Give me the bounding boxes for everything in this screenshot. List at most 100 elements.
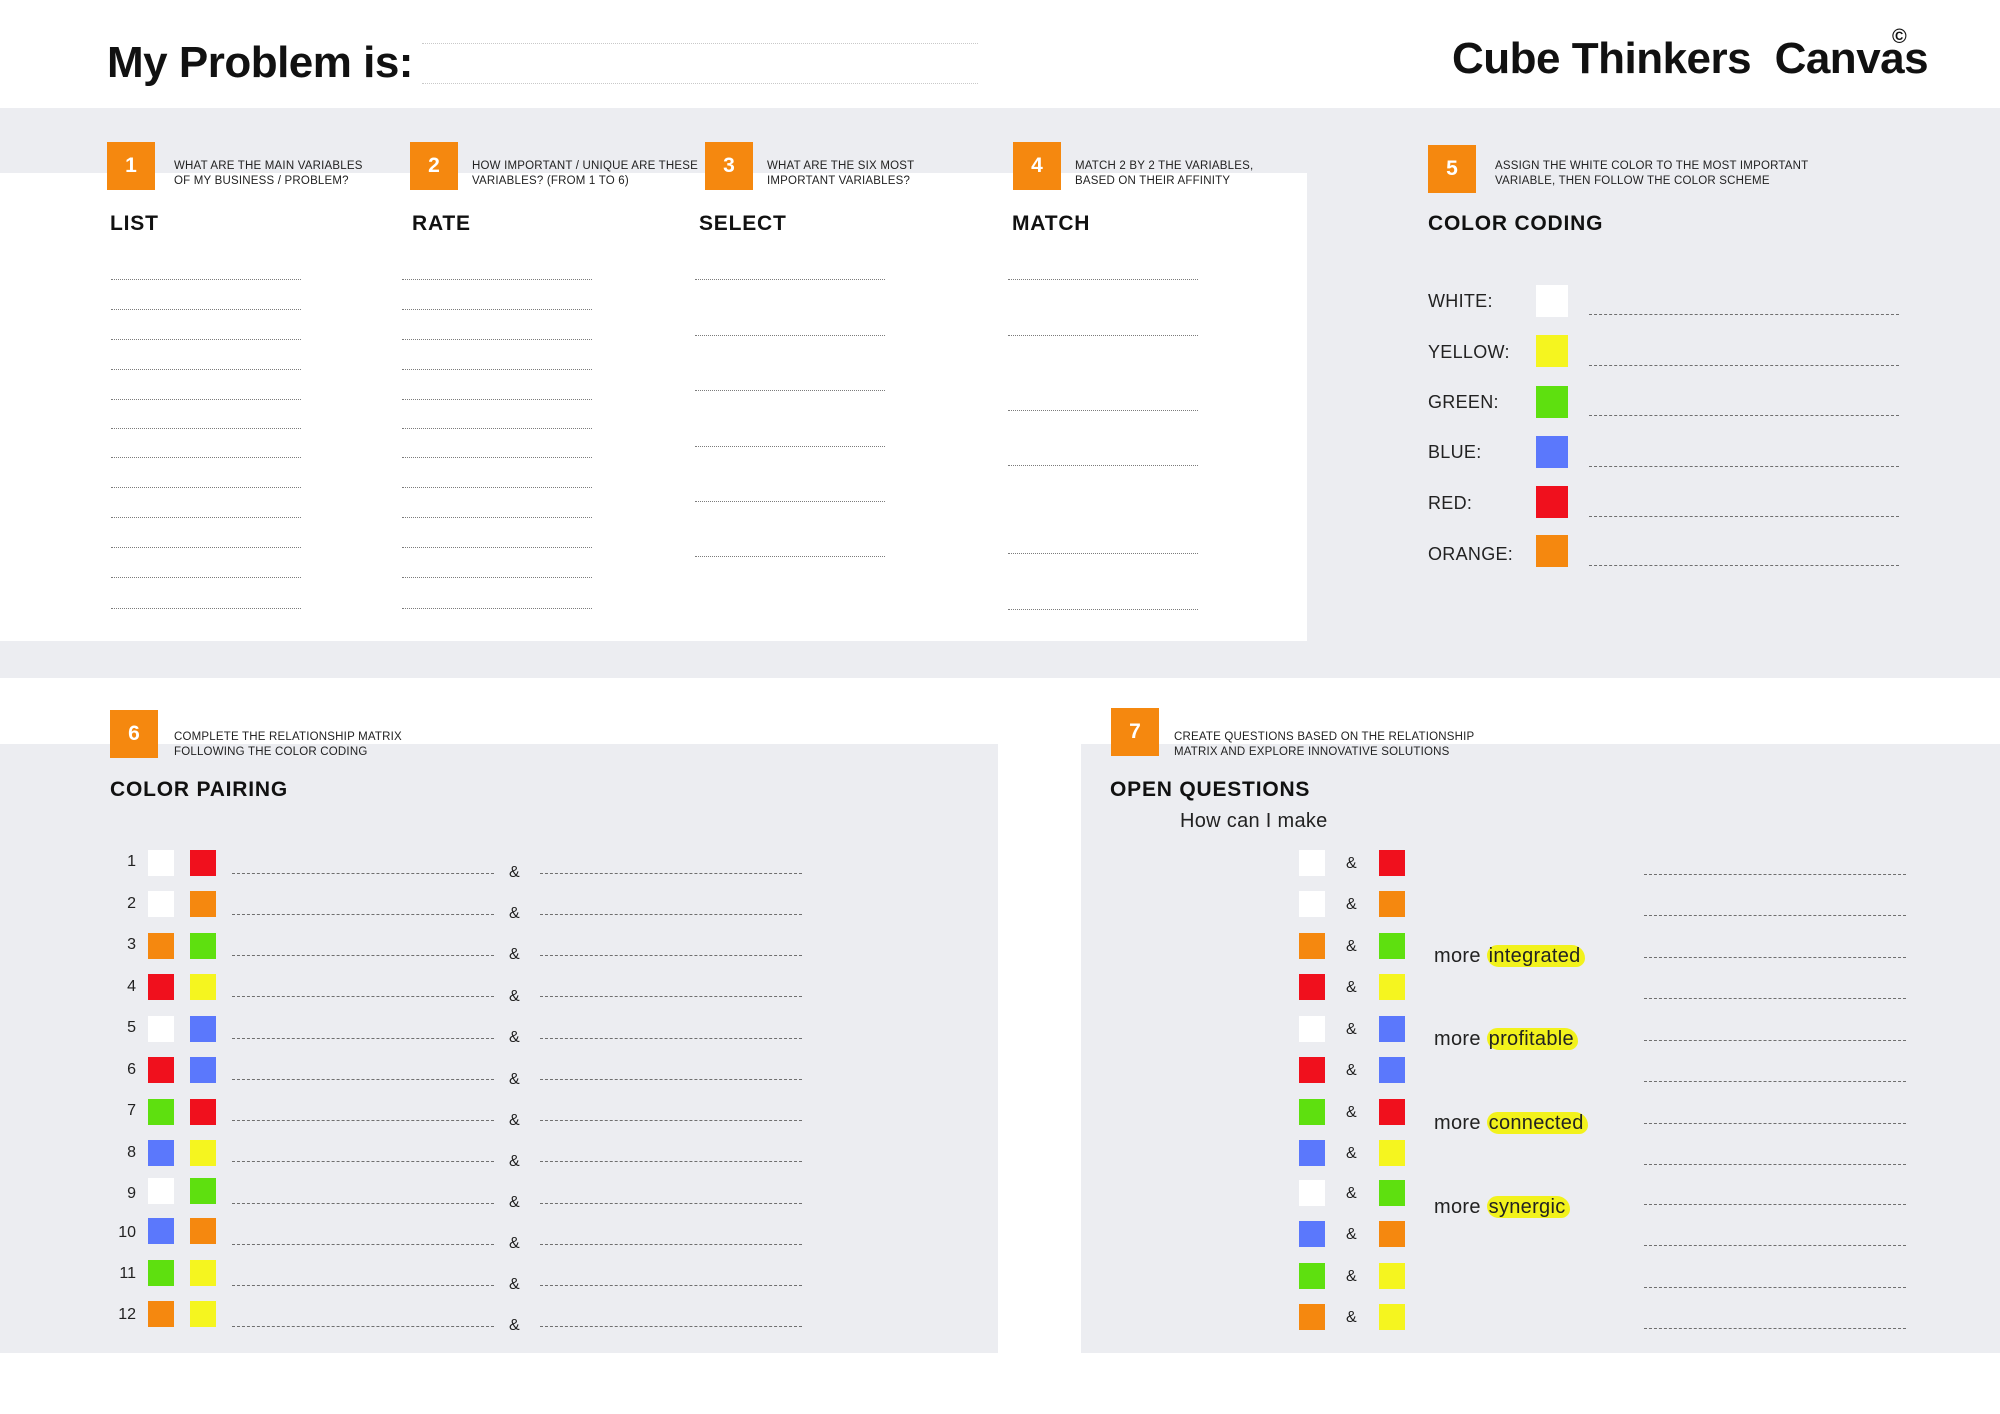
pairing-line-a[interactable] — [232, 1161, 494, 1162]
color-variable-line[interactable] — [1589, 415, 1899, 416]
color-variable-line[interactable] — [1589, 314, 1899, 315]
list-line[interactable] — [111, 399, 301, 400]
pairing-line-a[interactable] — [232, 914, 494, 915]
select-line[interactable] — [695, 501, 885, 502]
pairing-number: 1 — [127, 853, 136, 870]
list-line[interactable] — [111, 608, 301, 609]
list-line[interactable] — [111, 279, 301, 280]
red-swatch — [1299, 974, 1325, 1000]
yellow-swatch — [190, 1260, 216, 1286]
color-variable-line[interactable] — [1589, 565, 1899, 566]
color-variable-line[interactable] — [1589, 365, 1899, 366]
match-line[interactable] — [1008, 553, 1198, 554]
ampersand: & — [509, 946, 520, 963]
color-label: GREEN: — [1428, 392, 1499, 412]
ampersand: & — [509, 1194, 520, 1211]
match-line[interactable] — [1008, 335, 1198, 336]
rate-line[interactable] — [402, 608, 592, 609]
match-line[interactable] — [1008, 609, 1198, 610]
pairing-line-a[interactable] — [232, 873, 494, 874]
rate-line[interactable] — [402, 428, 592, 429]
pairing-line-b[interactable] — [540, 955, 802, 956]
select-line[interactable] — [695, 335, 885, 336]
question-line[interactable] — [1644, 1204, 1906, 1205]
ampersand: & — [1346, 979, 1357, 996]
question-line[interactable] — [1644, 1123, 1906, 1124]
green-swatch — [148, 1260, 174, 1286]
problem-input-line-2[interactable] — [422, 83, 978, 84]
pairing-line-b[interactable] — [540, 1161, 802, 1162]
rate-line[interactable] — [402, 339, 592, 340]
list-line[interactable] — [111, 547, 301, 548]
list-line[interactable] — [111, 457, 301, 458]
rate-line[interactable] — [402, 279, 592, 280]
list-line[interactable] — [111, 369, 301, 370]
list-line[interactable] — [111, 487, 301, 488]
rate-line[interactable] — [402, 309, 592, 310]
pairing-line-a[interactable] — [232, 955, 494, 956]
rate-line[interactable] — [402, 517, 592, 518]
list-line[interactable] — [111, 428, 301, 429]
pairing-line-b[interactable] — [540, 1203, 802, 1204]
pairing-line-a[interactable] — [232, 1244, 494, 1245]
step-3-heading: SELECT — [699, 212, 787, 235]
list-line[interactable] — [111, 577, 301, 578]
pairing-line-b[interactable] — [540, 1326, 802, 1327]
white-swatch — [148, 1178, 174, 1204]
color-variable-line[interactable] — [1589, 516, 1899, 517]
rate-line[interactable] — [402, 547, 592, 548]
pairing-line-a[interactable] — [232, 1038, 494, 1039]
list-line[interactable] — [111, 339, 301, 340]
question-line[interactable] — [1644, 1287, 1906, 1288]
orange-swatch — [148, 933, 174, 959]
rate-line[interactable] — [402, 577, 592, 578]
pairing-line-a[interactable] — [232, 996, 494, 997]
pairing-line-b[interactable] — [540, 1038, 802, 1039]
select-line[interactable] — [695, 279, 885, 280]
pairing-line-a[interactable] — [232, 1203, 494, 1204]
match-line[interactable] — [1008, 279, 1198, 280]
yellow-swatch — [1379, 1263, 1405, 1289]
pairing-line-b[interactable] — [540, 1285, 802, 1286]
list-line[interactable] — [111, 517, 301, 518]
question-line[interactable] — [1644, 1040, 1906, 1041]
pairing-line-b[interactable] — [540, 996, 802, 997]
pairing-number: 12 — [118, 1306, 136, 1323]
white-swatch — [148, 850, 174, 876]
question-line[interactable] — [1644, 998, 1906, 999]
select-line[interactable] — [695, 390, 885, 391]
question-line[interactable] — [1644, 1328, 1906, 1329]
question-line[interactable] — [1644, 1245, 1906, 1246]
pairing-number: 11 — [119, 1265, 136, 1282]
pairing-line-b[interactable] — [540, 873, 802, 874]
color-label: YELLOW: — [1428, 342, 1510, 362]
rate-line[interactable] — [402, 487, 592, 488]
pairing-line-a[interactable] — [232, 1120, 494, 1121]
yellow-swatch — [190, 1140, 216, 1166]
list-line[interactable] — [111, 309, 301, 310]
pairing-line-b[interactable] — [540, 1079, 802, 1080]
rate-line[interactable] — [402, 457, 592, 458]
problem-input-line-1[interactable] — [422, 43, 978, 44]
pairing-line-b[interactable] — [540, 1120, 802, 1121]
question-line[interactable] — [1644, 957, 1906, 958]
step-7-heading: OPEN QUESTIONS — [1110, 778, 1311, 801]
question-line[interactable] — [1644, 1164, 1906, 1165]
question-line[interactable] — [1644, 915, 1906, 916]
pairing-line-a[interactable] — [232, 1326, 494, 1327]
select-line[interactable] — [695, 446, 885, 447]
question-line[interactable] — [1644, 1081, 1906, 1082]
rate-line[interactable] — [402, 399, 592, 400]
pairing-line-b[interactable] — [540, 1244, 802, 1245]
question-line[interactable] — [1644, 874, 1906, 875]
pairing-line-a[interactable] — [232, 1079, 494, 1080]
pairing-line-a[interactable] — [232, 1285, 494, 1286]
select-line[interactable] — [695, 556, 885, 557]
rate-line[interactable] — [402, 369, 592, 370]
match-line[interactable] — [1008, 465, 1198, 466]
match-line[interactable] — [1008, 410, 1198, 411]
color-variable-line[interactable] — [1589, 466, 1899, 467]
color-label: RED: — [1428, 493, 1473, 513]
pairing-line-b[interactable] — [540, 914, 802, 915]
white-swatch — [1299, 1016, 1325, 1042]
